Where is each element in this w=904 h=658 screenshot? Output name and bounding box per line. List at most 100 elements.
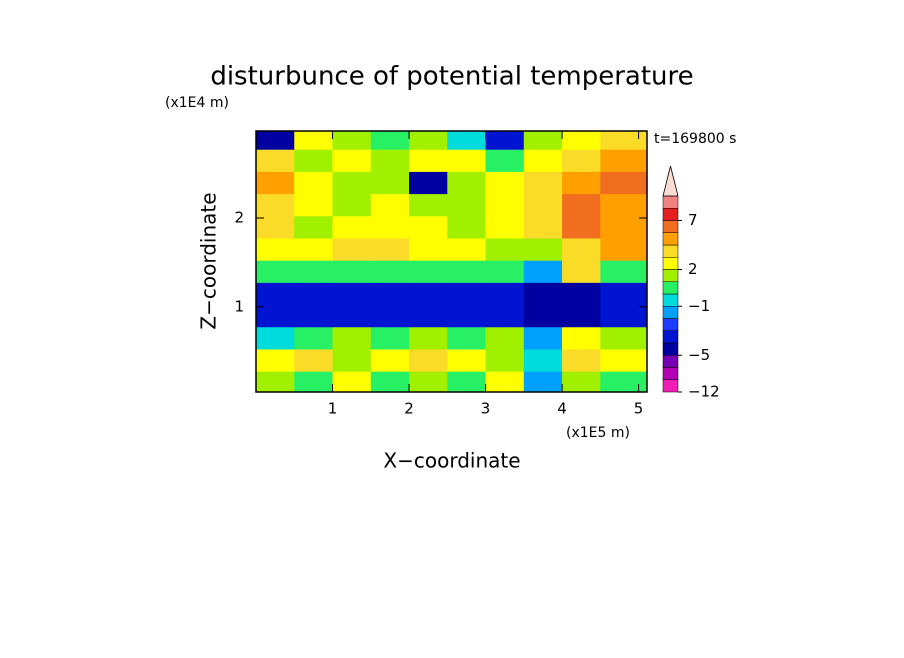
contour-cell <box>523 215 563 239</box>
contour-cell <box>600 348 648 372</box>
x-tick-label: 2 <box>404 400 414 418</box>
contour-cell <box>523 371 563 393</box>
contour-cell <box>370 282 410 306</box>
contour-cell <box>562 215 601 239</box>
contour-cell <box>600 282 648 306</box>
colorbar-segment <box>662 367 679 380</box>
colorbar-tick-label: −12 <box>688 383 720 401</box>
x-tick-label: 3 <box>481 400 491 418</box>
contour-cell <box>600 326 648 350</box>
contour-cell <box>485 348 525 372</box>
colorbar-segment <box>662 318 679 331</box>
colorbar-segment <box>662 220 679 233</box>
contour-cell <box>294 326 334 350</box>
contour-cell <box>600 260 648 283</box>
contour-cell <box>485 260 525 283</box>
contour-cell <box>370 237 410 261</box>
contour-cell <box>332 193 372 217</box>
contour-cell <box>447 371 487 393</box>
contour-cell <box>600 193 648 217</box>
contour-cell <box>447 149 487 172</box>
contour-cell <box>600 171 648 195</box>
colorbar-tick-label: −1 <box>688 297 710 315</box>
contour-cell <box>294 193 334 217</box>
plot-frame <box>255 130 648 393</box>
colorbar-segment <box>662 330 679 344</box>
contour-cell <box>294 371 334 393</box>
contour-cell <box>562 371 601 393</box>
contour-cell <box>409 371 448 393</box>
contour-cell <box>332 131 372 150</box>
contour-cell <box>523 149 563 172</box>
contour-cell <box>523 326 563 350</box>
contour-cell <box>294 304 334 328</box>
contour-cell <box>600 131 648 150</box>
x-axis-label: X−coordinate <box>383 449 520 473</box>
contour-cell <box>447 237 487 261</box>
colorbar-arrow <box>662 165 679 197</box>
contour-cell <box>294 348 334 372</box>
x-tick-label: 5 <box>634 400 644 418</box>
contour-cell <box>370 371 410 393</box>
contour-cell <box>600 149 648 172</box>
contour-cell <box>294 237 334 261</box>
x-unit: (x1E5 m) <box>566 425 630 441</box>
contour-cell <box>332 348 372 372</box>
contour-cell <box>600 371 648 393</box>
contour-cell <box>332 149 372 172</box>
contour-cell <box>485 171 525 195</box>
contour-cell <box>409 171 448 195</box>
y-tick-label: 2 <box>234 209 244 227</box>
contour-cell <box>447 326 487 350</box>
contour-cell <box>370 131 410 150</box>
contour-cell <box>447 215 487 239</box>
contour-cell <box>294 282 334 306</box>
contour-cell <box>256 348 295 372</box>
contour-cell <box>409 215 448 239</box>
contour-cell <box>409 131 448 150</box>
contour-cell <box>370 193 410 217</box>
contour-cell <box>447 282 487 306</box>
colorbar-segment <box>662 379 679 393</box>
contour-cell <box>562 149 601 172</box>
contour-cell <box>600 237 648 261</box>
contour-cell <box>562 193 601 217</box>
contour-cell <box>523 171 563 195</box>
contour-cell <box>256 215 295 239</box>
contour-cell <box>447 260 487 283</box>
contour-cell <box>409 237 448 261</box>
contour-cell <box>485 304 525 328</box>
y-axis-label: Z−coordinate <box>197 192 221 329</box>
contour-cell <box>294 260 334 283</box>
contour-cell <box>370 304 410 328</box>
contour-cell <box>447 304 487 328</box>
contour-cell <box>447 131 487 150</box>
contour-cell <box>562 348 601 372</box>
x-tick-label: 4 <box>557 400 567 418</box>
contour-cell <box>294 131 334 150</box>
contour-cell <box>523 193 563 217</box>
contour-cell <box>370 348 410 372</box>
colorbar-segment <box>662 257 679 270</box>
contour-cell <box>409 193 448 217</box>
contour-cell <box>409 149 448 172</box>
contour-cell <box>256 171 295 195</box>
contour-cell <box>332 282 372 306</box>
contour-cell <box>256 149 295 172</box>
colorbar-segment <box>662 306 679 319</box>
contour-cell <box>332 260 372 283</box>
contour-cell <box>562 304 601 328</box>
contour-cell <box>523 282 563 306</box>
contour-cell <box>447 171 487 195</box>
contour-cell <box>523 237 563 261</box>
colorbar-segment <box>662 269 679 282</box>
contour-cell <box>485 237 525 261</box>
contour-cell <box>409 304 448 328</box>
contour-cell <box>332 326 372 350</box>
y-tick-label: 1 <box>234 297 244 315</box>
chart-title: disturbunce of potential temperature <box>210 62 693 92</box>
contour-cell <box>332 171 372 195</box>
colorbar-tick-label: 2 <box>688 260 698 278</box>
colorbar-segment <box>662 281 679 295</box>
